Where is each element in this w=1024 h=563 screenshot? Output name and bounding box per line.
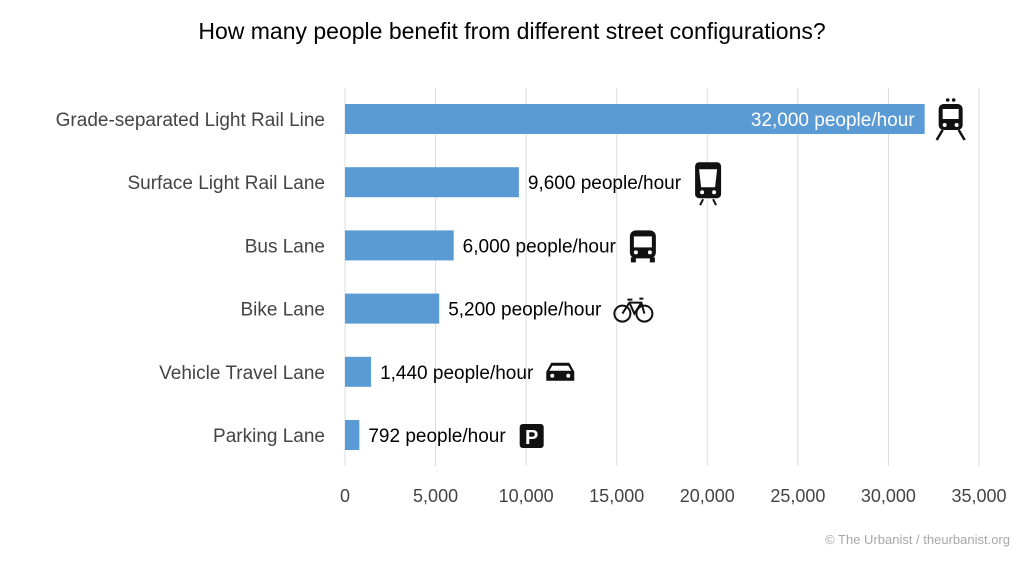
icon-light: [647, 250, 652, 255]
data-label: 6,000 people/hour: [463, 236, 617, 257]
data-label: 1,440 people/hour: [380, 363, 534, 384]
icon-dot: [951, 98, 956, 102]
icon-wheel: [630, 257, 636, 263]
icon-letter: P: [525, 427, 538, 449]
x-tick-label: 30,000: [861, 486, 916, 506]
bar: [345, 104, 925, 134]
x-tick-label: 0: [340, 486, 350, 506]
train-icon: [935, 98, 966, 141]
icon-wheel: [635, 304, 654, 323]
x-tick-label: 10,000: [499, 486, 554, 506]
bar: [345, 420, 360, 450]
bicycle-icon: [613, 297, 654, 323]
data-label: 792 people/hour: [368, 426, 506, 447]
icon-light: [700, 190, 705, 195]
category-label: Parking Lane: [213, 426, 325, 447]
icon-window: [633, 236, 652, 248]
icon-rails: [699, 198, 717, 206]
parking-icon: P: [519, 424, 544, 449]
icon-light: [954, 123, 959, 127]
icon-frame: [621, 297, 646, 316]
bar: [345, 356, 372, 387]
icon-light: [942, 123, 947, 127]
bar: [345, 230, 454, 261]
category-label: Vehicle Travel Lane: [159, 363, 325, 384]
icon-light: [633, 250, 638, 255]
category-label: Surface Light Rail Lane: [127, 173, 325, 194]
x-tick-label: 20,000: [680, 486, 735, 506]
icon-dot: [945, 98, 950, 102]
data-label: 9,600 people/hour: [528, 173, 682, 194]
icon-light: [712, 190, 717, 195]
category-label: Bus Lane: [245, 236, 325, 257]
icon-bg: [519, 424, 544, 448]
category-label: Grade-separated Light Rail Line: [56, 110, 325, 131]
data-label: 5,200 people/hour: [448, 300, 602, 321]
x-tick-label: 5,000: [413, 486, 458, 506]
icon-window: [942, 109, 959, 119]
category-label: Bike Lane: [240, 300, 325, 321]
x-tick-label: 25,000: [770, 486, 825, 506]
credit-text: © The Urbanist / theurbanist.org: [825, 532, 1010, 547]
icon-body: [546, 362, 575, 381]
icon-wheel: [649, 257, 655, 263]
bar: [345, 293, 440, 324]
x-tick-label: 35,000: [951, 486, 1006, 506]
icon-light: [566, 373, 571, 378]
icon-window: [699, 169, 718, 188]
icon-rails: [935, 129, 966, 141]
bus-icon: [629, 230, 656, 263]
bar: [345, 167, 519, 198]
car-icon: [546, 362, 575, 381]
icon-wheel: [613, 304, 632, 323]
icon-window: [549, 365, 572, 371]
light-rail-icon: [695, 162, 722, 206]
x-tick-label: 15,000: [589, 486, 644, 506]
data-label: 32,000 people/hour: [751, 110, 915, 131]
icon-light: [550, 373, 555, 378]
chart-title: How many people benefit from different s…: [198, 18, 826, 44]
